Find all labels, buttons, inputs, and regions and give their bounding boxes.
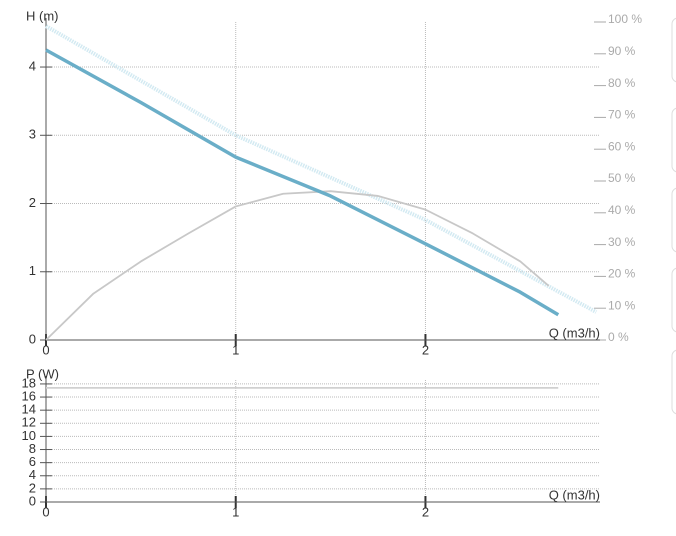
- series-line: [45, 190, 550, 341]
- y-tick-label: 10: [22, 428, 36, 443]
- panel: [671, 349, 676, 415]
- y-tick-label: 4: [29, 467, 36, 482]
- y-axis-title: H (m): [26, 8, 59, 23]
- y-tick-label: 4: [29, 58, 36, 73]
- panel: [671, 107, 676, 173]
- side-panels: [671, 17, 676, 415]
- x-tick-label: 2: [422, 342, 429, 357]
- x-axis-title: Q (m3/h): [549, 487, 600, 502]
- y2-tick-label: 30 %: [608, 235, 636, 249]
- y2-tick-label: 80 %: [608, 76, 636, 90]
- y2-tick-label: 50 %: [608, 171, 636, 185]
- y-tick-label: 6: [29, 454, 36, 469]
- series-line: [45, 48, 560, 317]
- y2-tick-label: 40 %: [608, 203, 636, 217]
- y-tick-label: 2: [29, 195, 36, 210]
- panel: [671, 17, 676, 83]
- y2-tick-label: 60 %: [608, 139, 636, 153]
- y-tick-label: 1: [29, 263, 36, 278]
- y2-tick-label: 10 %: [608, 298, 636, 312]
- y-tick-label: 18: [22, 375, 36, 390]
- y-tick-label: 14: [22, 402, 36, 417]
- y2-tick-label: 90 %: [608, 44, 636, 58]
- panel: [671, 267, 676, 333]
- y-tick-label: 12: [22, 415, 36, 430]
- y-tick-label: 3: [29, 127, 36, 142]
- y2-tick-label: 20 %: [608, 267, 636, 281]
- panel: [671, 187, 676, 253]
- x-tick-label: 0: [42, 504, 49, 519]
- y2-tick-label: 70 %: [608, 108, 636, 122]
- y2-tick-label: 100 %: [608, 12, 642, 26]
- y-tick-label: 16: [22, 388, 36, 403]
- y-tick-label: 0: [29, 331, 36, 346]
- y-tick-label: 0: [29, 493, 36, 508]
- x-tick-label: 1: [232, 504, 239, 519]
- x-tick-label: 0: [42, 342, 49, 357]
- x-tick-label: 2: [422, 504, 429, 519]
- y-tick-label: 2: [29, 480, 36, 495]
- y-tick-label: 8: [29, 441, 36, 456]
- y2-tick-label: 0 %: [608, 330, 629, 344]
- x-axis-title: Q (m3/h): [549, 325, 600, 340]
- x-tick-label: 1: [232, 342, 239, 357]
- y-axis-title: P (W): [26, 366, 59, 381]
- series-line: [45, 24, 598, 314]
